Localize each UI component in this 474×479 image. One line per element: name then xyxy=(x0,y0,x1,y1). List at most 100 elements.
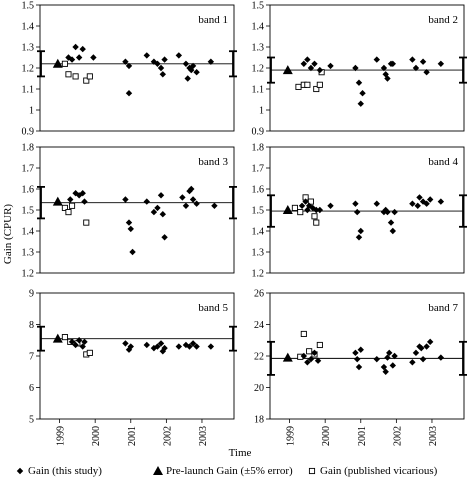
this-study-gain-point xyxy=(211,202,218,209)
legend-square-marker xyxy=(308,467,316,475)
legend-label: Pre-launch Gain (±5% error) xyxy=(166,465,293,477)
this-study-gain-point xyxy=(143,341,150,349)
panel-title: band 5 xyxy=(198,302,228,314)
this-study-gain-point xyxy=(161,234,168,241)
y-tick-label: 1 xyxy=(29,106,34,117)
this-study-gain-point xyxy=(311,349,318,357)
this-study-gain-point xyxy=(352,200,359,207)
this-study-gain-point xyxy=(409,359,416,366)
this-study-gain-point xyxy=(300,60,308,67)
vicarious-gain-point xyxy=(300,330,307,338)
this-study-gain-point xyxy=(161,344,168,352)
this-study-gain-point xyxy=(357,346,364,353)
x-tick-label: 2001 xyxy=(357,426,368,446)
this-study-gain-point xyxy=(68,56,76,63)
this-study-gain-point xyxy=(189,62,197,70)
this-study-gain-point xyxy=(380,363,388,371)
y-tick-label: 1.4 xyxy=(252,227,265,238)
this-study-gain-point xyxy=(414,202,421,209)
this-study-gain-point xyxy=(207,343,215,350)
this-study-gain-point xyxy=(311,60,318,67)
y-tick-label: 7 xyxy=(29,352,34,363)
this-study-gain-point xyxy=(409,56,416,63)
this-study-gain-point xyxy=(419,355,427,363)
this-study-gain-point xyxy=(423,343,430,350)
y-tick-label: 1.5 xyxy=(252,1,265,12)
this-study-gain-point xyxy=(188,185,195,193)
x-tick-label: 1999 xyxy=(286,426,297,446)
this-study-gain-point xyxy=(355,363,363,371)
y-tick-label: 1.2 xyxy=(22,64,35,75)
vicarious-gain-point xyxy=(72,73,79,80)
y-tick-label: 1.1 xyxy=(252,85,265,96)
legend-diamond-marker xyxy=(16,467,24,475)
vicarious-gain-point xyxy=(295,83,302,90)
y-tick-label: 1.2 xyxy=(22,269,35,280)
this-study-gain-point xyxy=(355,79,363,86)
y-tick-label: 1.6 xyxy=(22,185,35,196)
y-tick-label: 1 xyxy=(259,106,264,117)
this-study-gain-point xyxy=(72,43,79,51)
y-tick-label: 6 xyxy=(29,383,34,394)
vicarious-gain-point xyxy=(313,85,320,93)
x-tick-label: 2000 xyxy=(321,426,332,446)
this-study-gain-point xyxy=(79,190,86,197)
y-tick-label: 1.3 xyxy=(22,43,35,54)
vicarious-gain-point xyxy=(86,73,93,80)
vicarious-gain-point xyxy=(83,77,90,84)
this-study-gain-point xyxy=(373,355,380,363)
y-tick-label: 1.5 xyxy=(22,1,35,12)
this-study-gain-point xyxy=(426,196,434,203)
legend-item-diamond: Gain (this study) xyxy=(16,465,102,477)
this-study-gain-point xyxy=(143,52,150,59)
y-tick-label: 1.4 xyxy=(22,22,35,33)
this-study-gain-point xyxy=(298,202,306,209)
this-study-gain-point xyxy=(125,90,133,97)
this-study-gain-point xyxy=(122,196,129,203)
this-study-gain-point xyxy=(426,338,434,346)
this-study-gain-point xyxy=(125,219,133,226)
this-study-gain-point xyxy=(327,202,334,209)
y-tick-label: 1.5 xyxy=(252,206,265,217)
this-study-gain-point xyxy=(327,62,334,70)
this-study-gain-point xyxy=(72,341,79,349)
this-study-gain-point xyxy=(389,362,397,369)
this-study-gain-point xyxy=(412,349,420,357)
this-study-gain-point xyxy=(129,248,136,256)
prelaunch-gain-point xyxy=(52,333,63,343)
y-tick-label: 26 xyxy=(254,289,264,300)
vicarious-gain-point xyxy=(297,209,304,216)
vicarious-gain-point xyxy=(313,219,320,226)
vicarious-gain-point xyxy=(61,334,68,341)
this-study-gain-point xyxy=(373,56,380,63)
vicarious-gain-point xyxy=(306,348,313,355)
panel-5: 5 6 7 8 9 1999 2000 2001 2002 2003 band 5 xyxy=(29,289,237,446)
prelaunch-gain-point xyxy=(282,352,293,362)
y-tick-label: 8 xyxy=(29,320,34,331)
y-tick-label: 1.3 xyxy=(252,248,265,259)
vicarious-gain-point xyxy=(61,60,68,67)
x-tick-label: 2003 xyxy=(428,426,439,446)
this-study-gain-point xyxy=(122,58,129,65)
y-tick-label: 1.2 xyxy=(252,64,265,75)
this-study-gain-point xyxy=(391,208,398,216)
this-study-gain-point xyxy=(423,69,430,76)
y-tick-label: 5 xyxy=(29,415,34,426)
this-study-gain-point xyxy=(150,208,158,216)
this-study-gain-point xyxy=(357,227,364,235)
this-study-gain-point xyxy=(154,60,161,67)
this-study-gain-point xyxy=(386,349,393,357)
prelaunch-gain-point xyxy=(282,65,293,75)
x-tick-label: 1999 xyxy=(56,426,67,446)
this-study-gain-point xyxy=(159,71,167,78)
this-study-gain-point xyxy=(75,337,83,344)
legend-label: Gain (published vicarious) xyxy=(320,465,438,477)
y-tick-label: 1.1 xyxy=(22,85,35,96)
this-study-gain-point xyxy=(157,64,165,72)
this-study-gain-point xyxy=(161,56,168,63)
this-study-gain-point xyxy=(419,58,427,65)
legend-label: Gain (this study) xyxy=(28,465,102,477)
y-tick-label: 1.3 xyxy=(22,248,35,259)
this-study-gain-point xyxy=(159,211,167,218)
this-study-gain-point xyxy=(416,194,423,201)
